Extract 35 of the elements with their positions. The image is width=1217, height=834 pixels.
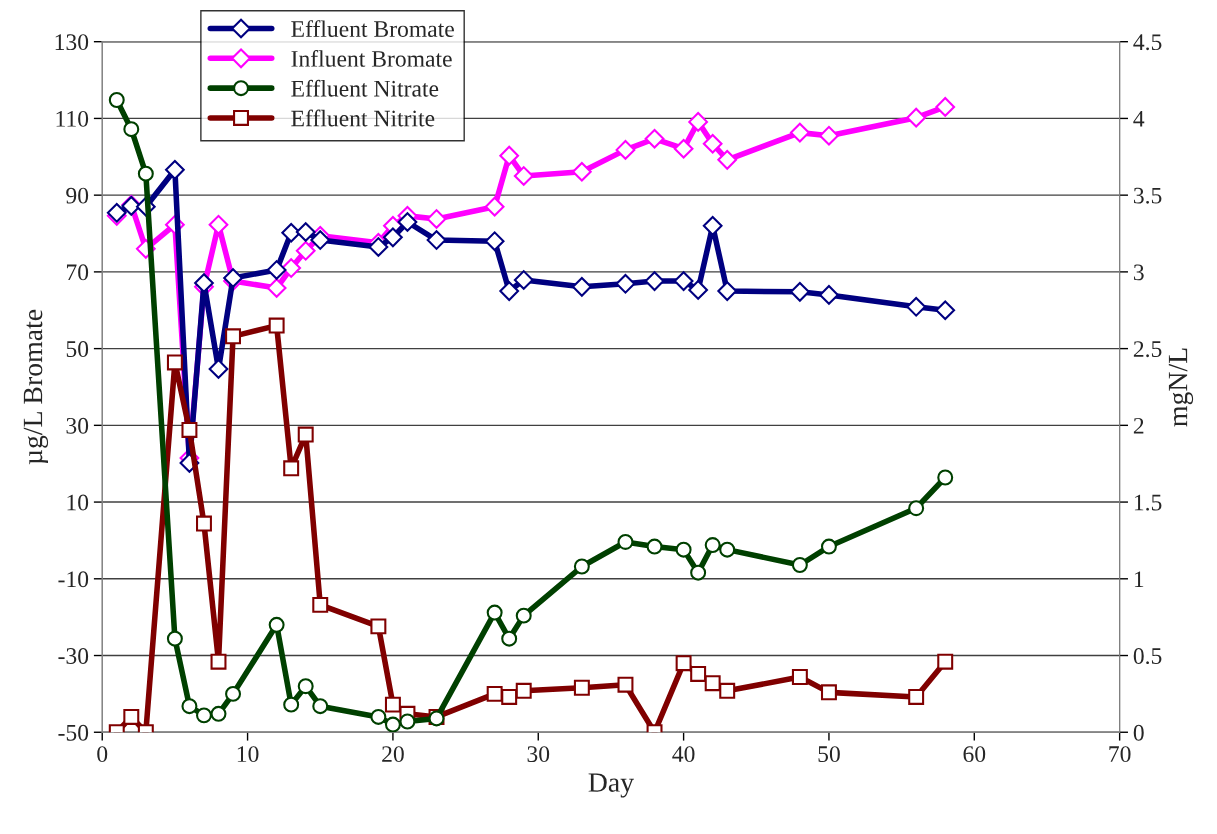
y-tick-label: 50 [66,341,89,358]
y2-tick-label: 4.5 [1133,34,1162,51]
y2-tick-label: 2 [1133,417,1144,434]
x-tick-label: 70 [1109,746,1131,763]
y2-axis-title: mgN/L [1168,348,1194,427]
y2-tick-label: 3 [1133,264,1144,281]
x-tick-label: 40 [672,746,695,763]
y2-tick-label: 1 [1134,571,1144,587]
y-tick-label: 90 [66,187,89,204]
y-tick-label: -30 [58,648,89,664]
y2-tick-label: 4 [1133,111,1145,127]
x-axis-title: Day [588,773,634,798]
y-tick-label: 110 [56,110,89,127]
legend-label: Influent Bromate [291,49,452,67]
y-axis-title: µg/L Bromate [23,309,49,465]
x-tick-label: 50 [818,746,840,763]
legend-label: Effluent Nitrate [291,79,439,97]
x-tick-label: 20 [382,746,404,763]
y2-tick-label: 2.5 [1133,341,1162,358]
x-tick-label: 60 [963,746,986,763]
y-tick-label: -50 [58,724,89,741]
y2-tick-label: 3.5 [1133,187,1162,204]
x-tick-label: 0 [97,746,108,763]
y2-tick-label: 0 [1133,724,1144,741]
y-tick-label: 70 [66,264,89,281]
y-tick-label: -10 [58,571,89,588]
y2-tick-label: 1.5 [1134,494,1162,511]
legend-label: Effluent Bromate [291,20,454,38]
y-tick-label: 10 [67,494,89,511]
x-tick-label: 10 [237,746,259,763]
y-tick-label: 130 [55,34,89,51]
x-tick-label: 30 [527,746,550,763]
y2-tick-label: 0.5 [1133,648,1162,665]
y-tick-label: 30 [66,417,89,434]
legend-label: Effluent Nitrite [291,109,435,127]
